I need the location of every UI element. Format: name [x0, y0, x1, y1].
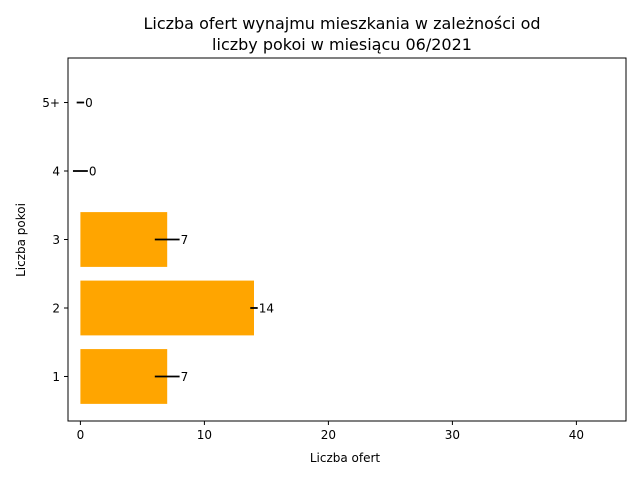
bar-3	[80, 212, 168, 267]
data-labels-layer: 7 14 7 0 0	[85, 96, 274, 384]
chart-title: Liczba ofert wynajmu mieszkania w zależn…	[143, 14, 540, 54]
y-tick-label-2: 2	[52, 301, 60, 315]
y-axis-label: Liczba pokoi	[14, 203, 28, 277]
data-label-3: 7	[181, 233, 189, 247]
data-label-1: 7	[181, 370, 189, 384]
chart-title-line-1: Liczba ofert wynajmu mieszkania w zależn…	[143, 14, 540, 33]
x-tick-label-0: 0	[77, 428, 85, 442]
y-tick-label-4: 4	[52, 165, 60, 179]
error-bars-layer	[72, 101, 258, 378]
x-axis-label: Liczba ofert	[310, 451, 381, 465]
x-tick-label-30: 30	[445, 428, 460, 442]
bar-1	[80, 349, 168, 404]
data-label-2: 14	[259, 301, 274, 315]
y-axis-ticks: 1 2 3 4 5+	[42, 96, 68, 384]
x-axis-ticks: 0 10 20 30 40	[77, 421, 584, 442]
y-tick-label-3: 3	[52, 233, 60, 247]
bar-2	[80, 280, 255, 336]
y-tick-label-1: 1	[52, 370, 60, 384]
data-label-4: 0	[89, 165, 97, 179]
chart-title-line-2: liczby pokoi w miesiącu 06/2021	[212, 35, 472, 54]
y-tick-label-5+: 5+	[42, 96, 60, 110]
data-label-5+: 0	[85, 96, 93, 110]
x-tick-label-40: 40	[569, 428, 584, 442]
x-tick-label-20: 20	[321, 428, 336, 442]
bars-layer	[80, 212, 255, 404]
x-tick-label-10: 10	[197, 428, 212, 442]
